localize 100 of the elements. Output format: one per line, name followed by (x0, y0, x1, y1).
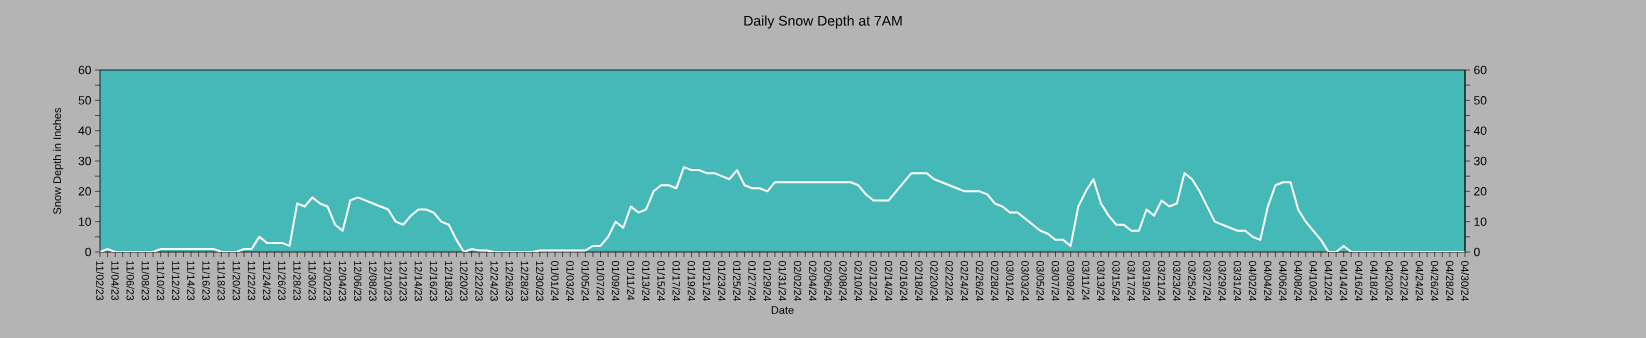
y2-tick-label: 40 (1473, 126, 1487, 135)
x-tick-label: 03/03/24 (1021, 260, 1030, 302)
x-tick-label: 11/02/23 (96, 261, 104, 301)
x-tick-label: 01/21/24 (702, 260, 711, 302)
x-tick-label: 02/10/24 (854, 260, 863, 302)
x-tick-label: 11/26/23 (278, 261, 286, 301)
x-tick-label: 12/06/23 (353, 261, 362, 301)
x-tick-label: 12/30/23 (535, 261, 544, 301)
x-tick-label: 12/18/23 (444, 261, 453, 301)
x-tick-label: 04/12/24 (1324, 260, 1333, 302)
x-tick-label: 12/08/23 (369, 261, 377, 301)
x-tick-label: 12/10/23 (384, 261, 393, 301)
x-tick-label: 04/02/24 (1248, 260, 1257, 302)
x-tick-label: 11/24/23 (262, 261, 271, 301)
x-tick-label: 03/27/24 (1203, 260, 1212, 302)
x-tick-label: 12/26/23 (505, 261, 514, 301)
x-tick-label: 01/11/24 (626, 260, 635, 301)
y2-tick-label: 50 (1474, 96, 1487, 105)
x-tick-label: 02/18/24 (915, 260, 923, 302)
y-tick-label: 40 (78, 126, 92, 135)
x-tick-label: 03/01/24 (1006, 260, 1014, 302)
x-tick-label: 04/18/24 (1370, 260, 1378, 302)
x-tick-label: 12/14/23 (414, 261, 423, 301)
chart-title: Daily Snow Depth at 7AM (744, 15, 902, 29)
x-tick-label: 11/10/23 (156, 261, 165, 301)
x-tick-label: 11/08/23 (141, 261, 150, 301)
x-tick-label: 11/22/23 (247, 261, 256, 301)
x-tick-label: 02/08/24 (839, 260, 848, 302)
y-tick-label: 0 (85, 247, 92, 257)
x-tick-label: 03/09/24 (1066, 260, 1075, 302)
x-tick-label: 03/19/24 (1142, 260, 1151, 302)
x-tick-label: 02/20/24 (930, 260, 939, 302)
x-tick-label: 04/30/24 (1461, 260, 1469, 302)
x-tick-label: 01/31/24 (778, 260, 787, 302)
x-tick-label: 01/15/24 (657, 260, 666, 302)
x-tick-label: 11/14/23 (187, 261, 195, 301)
x-tick-label: 11/06/23 (126, 261, 135, 301)
x-tick-label: 02/04/24 (808, 260, 817, 302)
x-tick-label: 04/28/24 (1445, 260, 1454, 302)
x-tick-label: 01/01/24 (551, 260, 559, 302)
x-tick-label: 01/03/24 (566, 260, 575, 302)
x-tick-label: 02/26/24 (975, 260, 984, 302)
x-tick-label: 04/16/24 (1354, 260, 1363, 302)
y-tick-label: 50 (78, 96, 92, 105)
x-tick-label: 11/30/23 (308, 261, 317, 301)
x-tick-label: 03/05/24 (1036, 260, 1045, 302)
y-tick-label: 10 (79, 217, 92, 226)
x-tick-label: 12/02/23 (323, 261, 332, 301)
x-tick-label: 04/24/24 (1415, 260, 1424, 302)
x-tick-label: 03/15/24 (1112, 260, 1121, 302)
x-tick-label: 01/25/24 (733, 260, 741, 302)
y2-tick-label: 20 (1474, 187, 1487, 196)
x-tick-label: 12/24/23 (490, 261, 499, 301)
x-tick-label: 03/25/24 (1188, 260, 1196, 302)
x-tick-label: 01/23/24 (717, 260, 726, 302)
x-tick-label: 11/28/23 (293, 261, 302, 301)
x-tick-label: 02/24/24 (960, 260, 969, 302)
x-tick-label: 02/28/24 (990, 260, 999, 302)
x-tick-label: 03/23/24 (1172, 260, 1181, 302)
x-tick-label: 12/28/23 (520, 261, 529, 301)
x-axis-title: Date (771, 306, 794, 314)
x-tick-label: 02/02/24 (793, 260, 802, 302)
x-tick-label: 01/19/24 (687, 260, 696, 302)
y-tick-label: 60 (78, 65, 92, 75)
y-tick-label: 20 (78, 187, 92, 196)
x-tick-label: 11/16/23 (202, 261, 211, 301)
x-tick-label: 04/06/24 (1279, 260, 1287, 302)
x-tick-label: 04/04/24 (1263, 260, 1272, 302)
y-axis-title: Snow Depth in Inches (53, 107, 64, 214)
x-tick-label: 03/29/24 (1218, 260, 1227, 302)
x-tick-label: 11/18/23 (217, 261, 226, 301)
x-tick-label: 02/16/24 (899, 260, 908, 302)
x-tick-label: 12/16/23 (429, 261, 438, 301)
x-tick-label: 03/07/24 (1051, 260, 1060, 302)
x-tick-label: 02/22/24 (945, 260, 954, 302)
x-tick-label: 01/05/24 (581, 260, 590, 302)
y2-tick-label: 60 (1474, 65, 1487, 75)
y2-tick-label: 10 (1474, 217, 1487, 226)
x-tick-label: 01/07/24 (596, 260, 605, 302)
x-tick-label: 12/12/23 (399, 261, 408, 301)
x-tick-label: 01/27/24 (748, 260, 757, 302)
x-tick-label: 03/11/24 (1081, 260, 1090, 301)
x-tick-label: 03/13/24 (1097, 260, 1105, 302)
x-tick-label: 11/12/23 (171, 261, 180, 301)
x-tick-label: 04/20/24 (1385, 260, 1394, 302)
x-tick-label: 11/04/23 (111, 261, 120, 301)
y2-tick-label: 0 (1474, 247, 1480, 257)
x-tick-label: 01/13/24 (642, 260, 650, 302)
x-tick-label: 04/22/24 (1400, 260, 1409, 302)
y-tick-label: 30 (78, 156, 92, 166)
x-tick-label: 03/17/24 (1127, 260, 1136, 302)
x-tick-label: 01/17/24 (672, 260, 681, 302)
x-tick-label: 12/20/23 (460, 261, 468, 301)
x-tick-label: 12/04/23 (338, 261, 347, 301)
x-tick-label: 04/10/24 (1309, 260, 1318, 302)
x-tick-label: 02/06/24 (824, 260, 832, 302)
x-tick-label: 11/20/23 (232, 261, 241, 301)
x-tick-label: 04/26/24 (1430, 260, 1439, 302)
x-tick-label: 02/14/24 (884, 260, 893, 302)
x-tick-label: 01/29/24 (763, 260, 772, 302)
